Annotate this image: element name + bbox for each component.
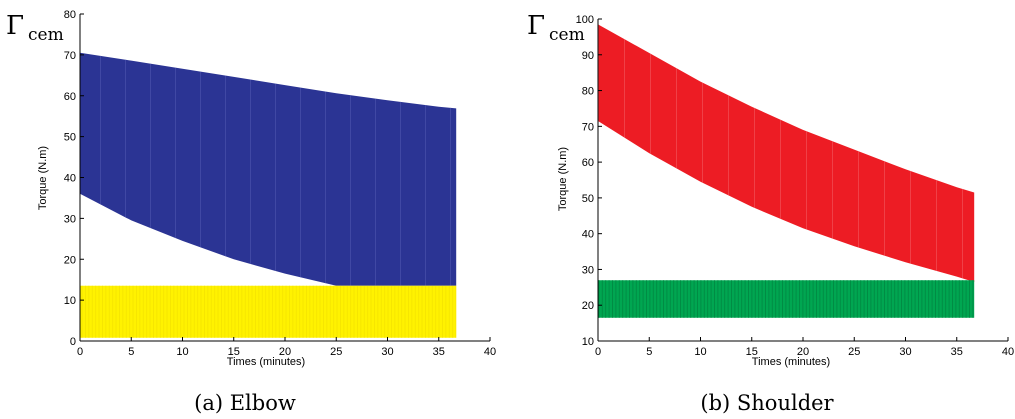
x-tick-label: 15 bbox=[746, 346, 758, 358]
y-axis-label: Torque (N.m) bbox=[557, 147, 569, 211]
x-tick-label: 0 bbox=[595, 346, 601, 358]
y-tick-label: 100 bbox=[576, 14, 594, 26]
y-tick-label: 30 bbox=[64, 213, 76, 225]
x-tick-label: 25 bbox=[848, 346, 860, 358]
x-tick-label: 20 bbox=[797, 346, 809, 358]
y-tick-label: 20 bbox=[582, 300, 594, 312]
series-band-texture bbox=[598, 24, 975, 283]
x-tick-label: 30 bbox=[899, 346, 911, 358]
y-tick-label: 30 bbox=[582, 264, 594, 276]
x-tick-label: 35 bbox=[433, 346, 445, 358]
x-axis-label: Times (minutes) bbox=[227, 356, 305, 368]
corner-subscript: cem bbox=[549, 25, 585, 45]
x-tick-label: 5 bbox=[128, 346, 134, 358]
y-tick-label: 60 bbox=[64, 91, 76, 103]
y-tick-label: 50 bbox=[64, 132, 76, 144]
y-tick-label: 40 bbox=[582, 229, 594, 241]
y-tick-label: 80 bbox=[582, 86, 594, 98]
x-axis-label: Times (minutes) bbox=[752, 356, 830, 368]
plot-area-shoulder: 0 5 10 15 20 25 30 35 40 10 20 30 40 50 60 70 80 90 100 bbox=[576, 14, 1014, 358]
y-tick-label: 40 bbox=[64, 173, 76, 185]
series-band-texture bbox=[80, 285, 457, 338]
x-tick-label: 10 bbox=[176, 346, 188, 358]
y-tick-label: 0 bbox=[70, 336, 76, 348]
y-axis-label: Torque (N.m) bbox=[37, 146, 49, 210]
y-tick-label: 10 bbox=[64, 295, 76, 307]
corner-symbol: Γ bbox=[6, 11, 24, 41]
corner-symbol: Γ bbox=[527, 11, 545, 41]
y-tick-label: 10 bbox=[582, 336, 594, 348]
y-tick-label: 90 bbox=[582, 50, 594, 62]
x-tick-label: 40 bbox=[484, 346, 496, 358]
x-tick-label: 15 bbox=[228, 346, 240, 358]
x-tick-label: 30 bbox=[381, 346, 393, 358]
x-tick-label: 20 bbox=[279, 346, 291, 358]
x-tick-label: 25 bbox=[330, 346, 342, 358]
y-tick-label: 50 bbox=[582, 193, 594, 205]
series-band-texture bbox=[598, 280, 975, 318]
y-tick-label: 60 bbox=[582, 157, 594, 169]
x-tick-label: 40 bbox=[1002, 346, 1014, 358]
figure-caption: (a) Elbow bbox=[194, 391, 296, 415]
plot-area-elbow: 0 5 10 15 20 25 30 35 40 0 10 20 30 40 50 60 70 80 bbox=[64, 9, 496, 358]
y-tick-label: 70 bbox=[64, 50, 76, 62]
y-tick-label: 20 bbox=[64, 254, 76, 266]
series-band-texture bbox=[80, 52, 457, 286]
y-tick-label: 70 bbox=[582, 121, 594, 133]
figure-caption: (b) Shoulder bbox=[700, 391, 834, 415]
y-tick-label: 80 bbox=[64, 9, 76, 21]
x-tick-label: 5 bbox=[646, 346, 652, 358]
x-tick-label: 35 bbox=[951, 346, 963, 358]
x-tick-label: 0 bbox=[77, 346, 83, 358]
x-tick-label: 10 bbox=[694, 346, 706, 358]
corner-subscript: cem bbox=[28, 25, 64, 45]
